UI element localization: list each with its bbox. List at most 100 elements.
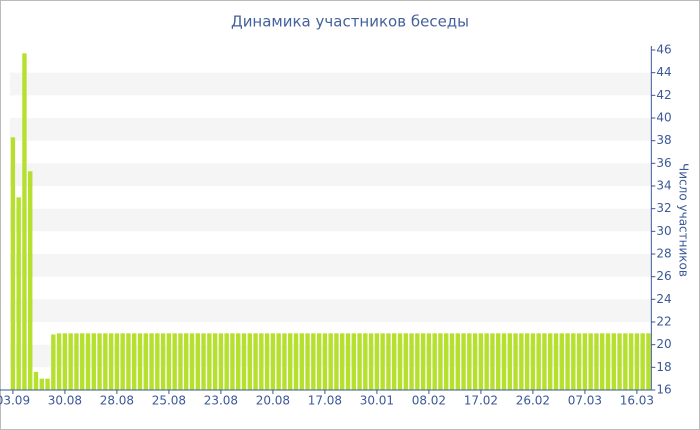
grid-band — [10, 163, 652, 186]
x-tick-label: 28.08 — [100, 394, 134, 408]
bar — [328, 333, 333, 390]
y-tick-label: 28 — [656, 247, 671, 261]
bar — [513, 333, 518, 390]
bar — [155, 333, 160, 390]
bar — [97, 333, 102, 390]
grid-band — [10, 208, 652, 232]
bar — [207, 333, 212, 390]
bar — [565, 333, 570, 390]
bar — [184, 333, 189, 390]
bar — [478, 333, 484, 390]
bar — [484, 333, 489, 390]
bar — [126, 333, 131, 390]
bar — [380, 333, 385, 390]
bar — [438, 333, 443, 390]
bar — [444, 333, 449, 390]
bar — [74, 333, 79, 390]
bar — [409, 333, 414, 390]
bar — [368, 333, 374, 390]
bar — [455, 333, 460, 390]
bar — [461, 333, 466, 390]
bar — [108, 333, 114, 390]
bar — [553, 333, 559, 390]
x-tick-label: 30.08 — [48, 394, 82, 408]
bar — [218, 333, 224, 390]
bar — [600, 333, 605, 390]
bar — [276, 333, 281, 390]
bar — [114, 333, 120, 390]
bar — [426, 333, 432, 390]
bar — [640, 333, 645, 390]
bar — [397, 333, 403, 390]
x-tick-label: 07.03 — [568, 394, 602, 408]
bar — [299, 333, 304, 390]
y-tick-label: 36 — [656, 156, 671, 170]
bar — [617, 333, 622, 390]
y-tick-label: 40 — [656, 111, 671, 125]
x-tick-label: 03.09 — [0, 394, 30, 408]
bar — [149, 333, 154, 390]
chart-title: Динамика участников беседы — [231, 13, 469, 31]
bar — [559, 333, 564, 390]
y-tick-label: 18 — [656, 360, 671, 374]
bar — [132, 333, 137, 390]
x-tick-label: 16.03 — [620, 394, 654, 408]
bar — [490, 333, 495, 390]
bar — [588, 333, 593, 390]
x-tick-label: 26.02 — [516, 394, 550, 408]
x-tick-label: 23.08 — [204, 394, 238, 408]
bar — [85, 333, 91, 390]
bar — [22, 53, 27, 391]
bar — [120, 333, 125, 390]
x-tick-label: 17.08 — [308, 394, 342, 408]
bar — [536, 333, 541, 390]
x-tick-label: 25.08 — [152, 394, 186, 408]
bar — [530, 333, 536, 390]
bar — [403, 333, 408, 390]
bar — [467, 333, 472, 390]
bar — [178, 333, 183, 390]
bar — [420, 333, 426, 390]
y-tick-label: 46 — [656, 43, 671, 57]
bar — [195, 333, 200, 390]
bar — [605, 333, 611, 390]
y-tick-label: 22 — [656, 315, 671, 329]
bar — [282, 333, 287, 390]
bar — [316, 333, 322, 390]
bar — [45, 378, 50, 390]
y-tick-label: 20 — [656, 337, 671, 351]
bar — [172, 333, 177, 390]
bar — [10, 137, 16, 390]
bar — [345, 333, 351, 390]
bar — [507, 333, 512, 390]
bar — [143, 333, 148, 390]
bar — [634, 333, 640, 390]
grid-band — [10, 299, 652, 322]
bar — [253, 333, 258, 390]
bar — [241, 333, 247, 390]
bar — [519, 333, 524, 390]
y-axis-label: Число участников — [677, 163, 691, 277]
bar — [305, 333, 310, 390]
y-tick-label: 16 — [656, 383, 671, 397]
bar — [392, 333, 397, 390]
y-tick-label: 38 — [656, 133, 671, 147]
bar — [259, 333, 264, 390]
bar — [230, 333, 235, 390]
bar — [576, 333, 582, 390]
bar — [51, 334, 56, 390]
bar — [311, 333, 316, 390]
bar — [542, 333, 547, 390]
bar — [496, 333, 501, 390]
bar — [288, 333, 293, 390]
y-tick-label: 32 — [656, 201, 671, 215]
bar — [611, 333, 616, 390]
y-tick-label: 44 — [656, 65, 671, 79]
bar — [91, 333, 96, 390]
bar — [236, 333, 241, 390]
bar — [374, 333, 380, 390]
bar — [80, 333, 85, 390]
bar — [432, 333, 437, 390]
bar — [363, 333, 368, 390]
